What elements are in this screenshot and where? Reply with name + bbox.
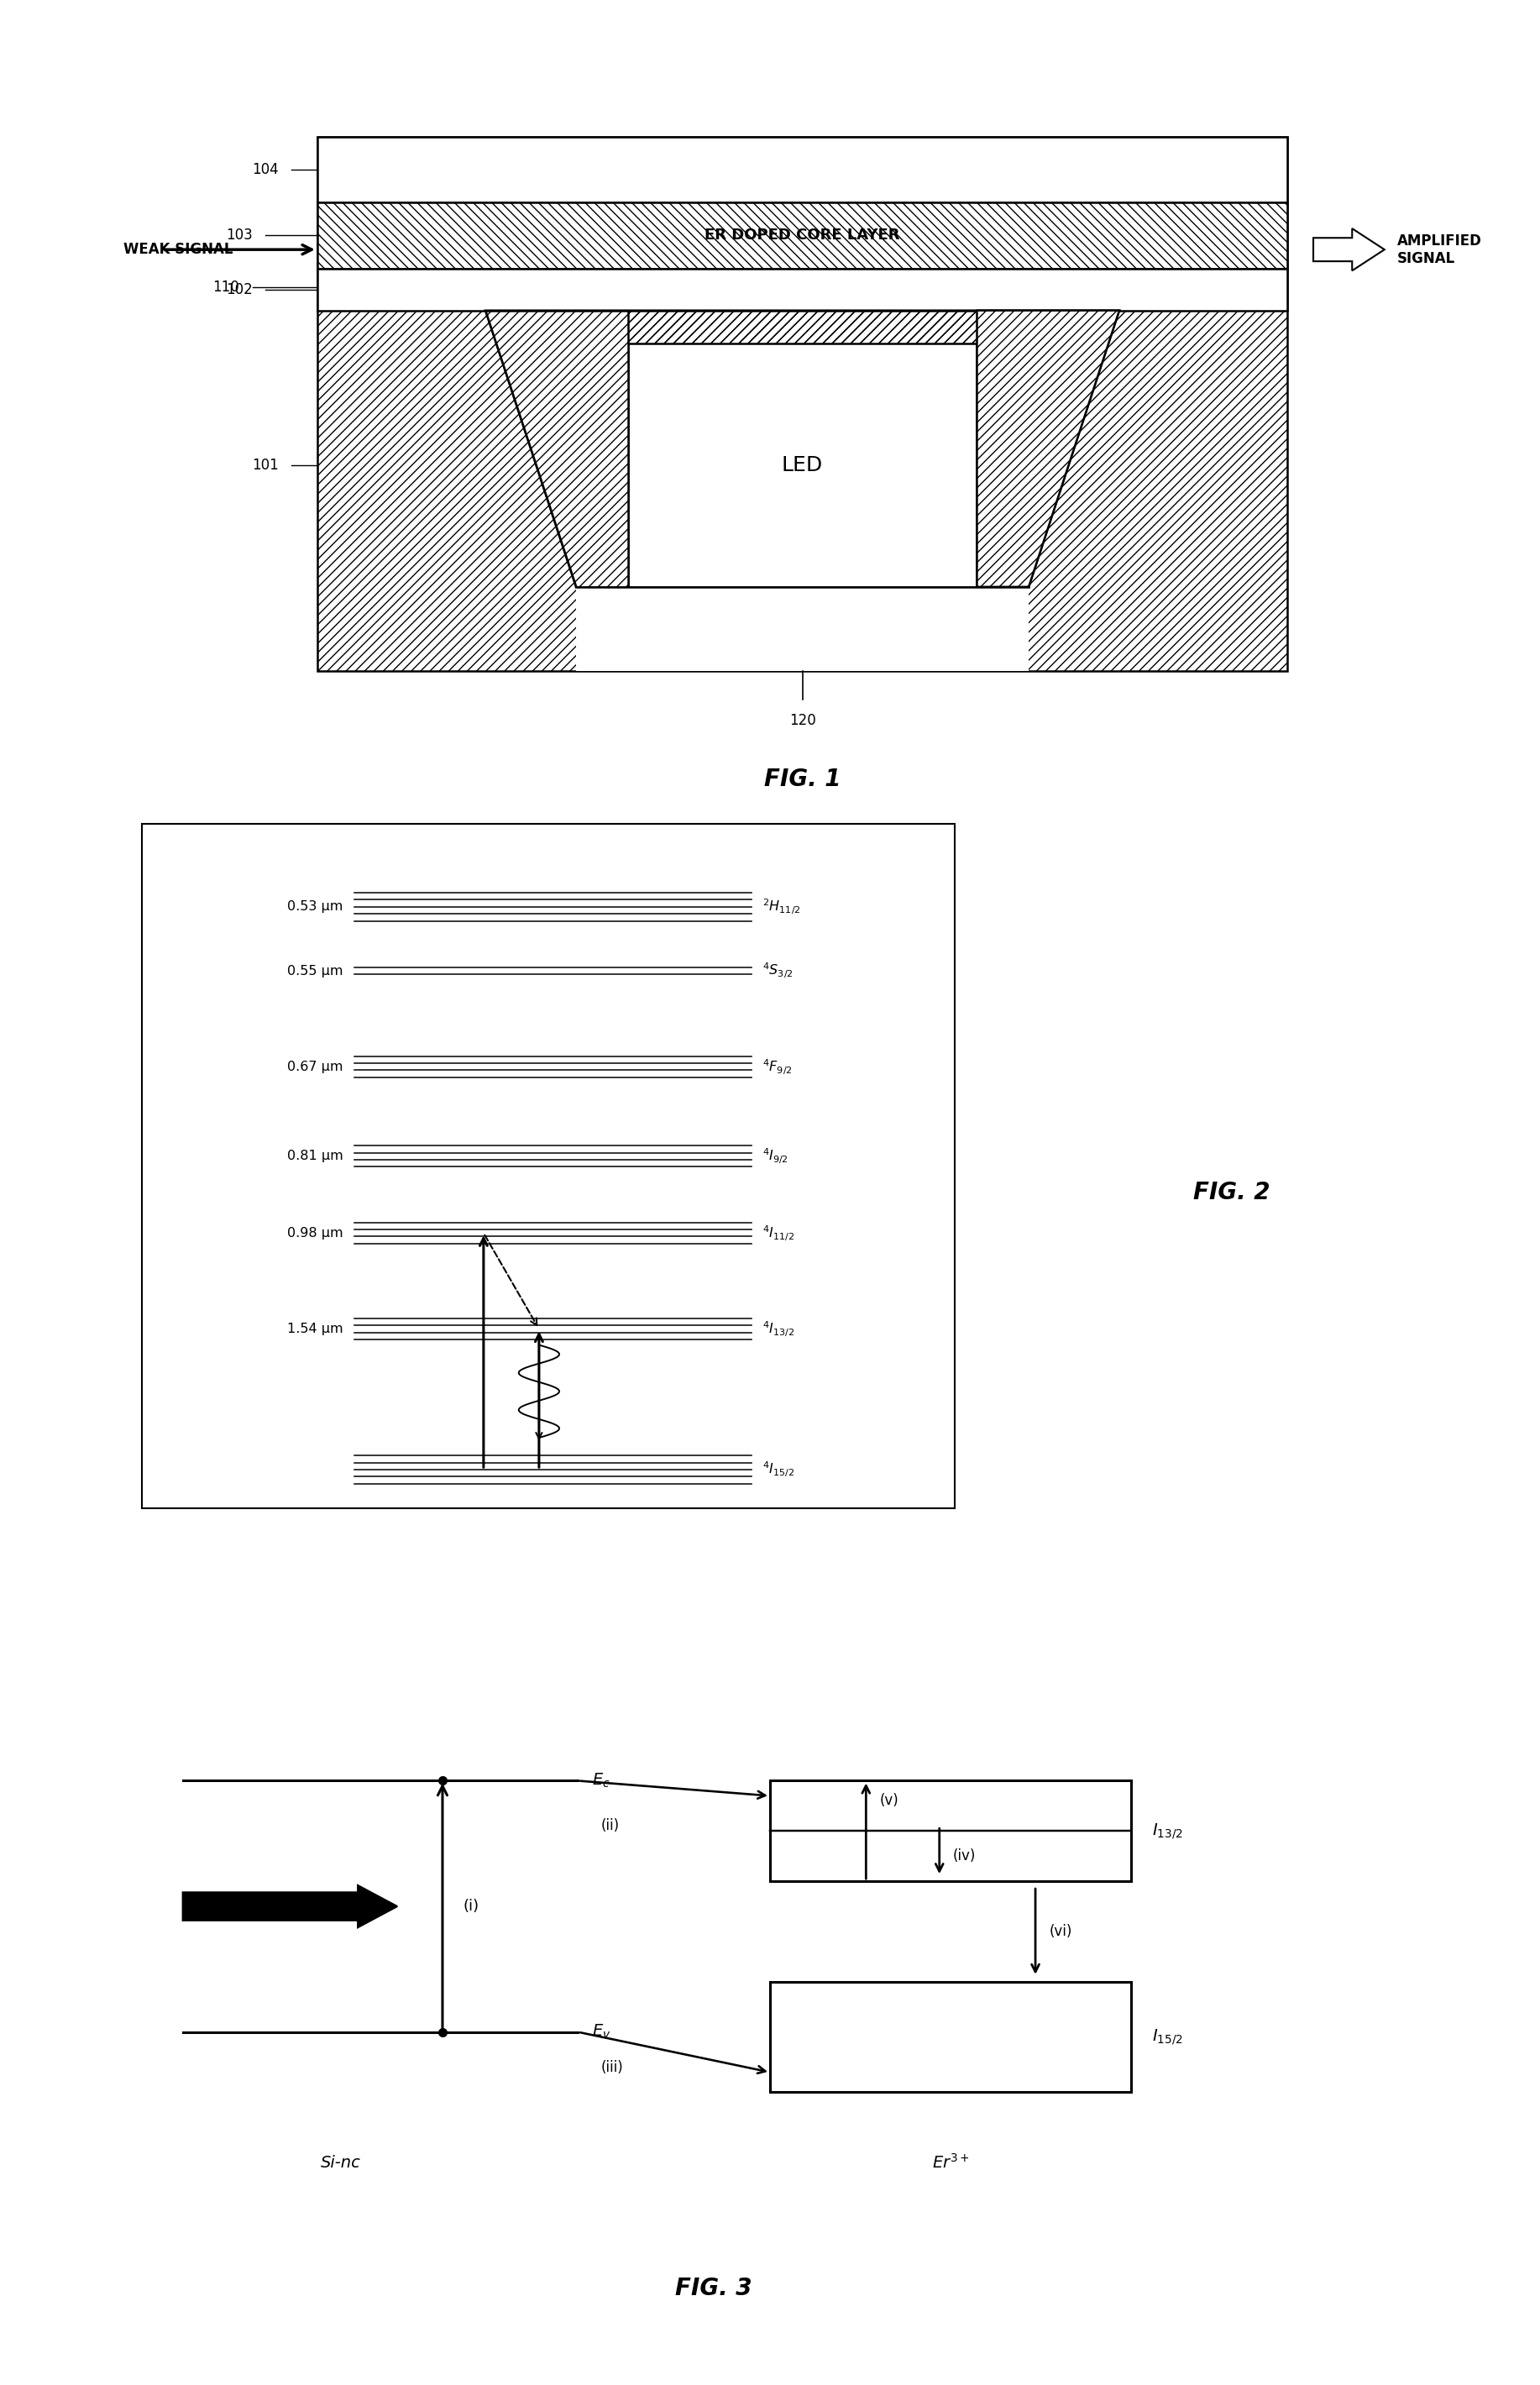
Bar [628,343,976,587]
Bar [317,203,1287,267]
Polygon shape [976,310,1120,587]
Bar [576,587,1029,670]
Text: $^4F_{9/2}$: $^4F_{9/2}$ [762,1057,792,1076]
Text: LED: LED [782,456,822,475]
Text: $^4I_{11/2}$: $^4I_{11/2}$ [762,1224,795,1243]
Text: 101: 101 [251,458,279,472]
Bar [317,136,1287,670]
Text: 1.54 μm: 1.54 μm [286,1324,343,1336]
Text: (iii): (iii) [601,2061,624,2075]
Bar [317,203,1287,267]
Polygon shape [485,310,628,587]
Text: (vi): (vi) [1049,1925,1072,1939]
Text: ER DOPED CORE LAYER: ER DOPED CORE LAYER [705,229,899,243]
Text: 104: 104 [253,162,279,176]
Text: FIG. 1: FIG. 1 [764,768,841,792]
Text: Si-nc: Si-nc [320,2154,360,2170]
Text: $^4I_{9/2}$: $^4I_{9/2}$ [762,1147,788,1166]
Text: (ii): (ii) [601,1817,619,1834]
Text: $E_v$: $E_v$ [591,2022,610,2042]
Text: FIG. 2: FIG. 2 [1194,1181,1270,1204]
Text: 0.55 μm: 0.55 μm [288,964,343,978]
Text: 103: 103 [226,229,253,243]
Text: FIG. 3: FIG. 3 [675,2278,752,2299]
Bar [317,136,1287,670]
Text: (iv): (iv) [953,1848,976,1863]
Bar [142,823,955,1507]
Text: $I_{13/2}$: $I_{13/2}$ [1152,1822,1183,1841]
Text: $Er^{3+}$: $Er^{3+}$ [932,2154,969,2173]
Bar [317,138,1287,203]
Bar [770,1982,1132,2092]
Text: $^2H_{11/2}$: $^2H_{11/2}$ [762,897,801,916]
Bar [317,267,1287,310]
Text: AMPLIFIED
SIGNAL: AMPLIFIED SIGNAL [1397,234,1481,265]
Text: 0.98 μm: 0.98 μm [286,1226,343,1240]
Text: (v): (v) [879,1794,899,1808]
Text: 0.67 μm: 0.67 μm [288,1061,343,1073]
Text: $E_c$: $E_c$ [591,1772,610,1789]
Text: $^4I_{15/2}$: $^4I_{15/2}$ [762,1460,795,1479]
Text: 110: 110 [213,279,240,296]
Text: (i): (i) [464,1898,479,1913]
FancyArrow shape [1314,229,1384,270]
Text: 120: 120 [788,713,816,727]
Text: 0.53 μm: 0.53 μm [288,902,343,913]
Text: 0.81 μm: 0.81 μm [286,1150,343,1161]
Text: WEAK SIGNAL: WEAK SIGNAL [123,241,233,258]
Bar [770,1782,1132,1882]
Text: $^4S_{3/2}$: $^4S_{3/2}$ [762,961,793,980]
Text: $I_{15/2}$: $I_{15/2}$ [1152,2027,1183,2046]
Text: 102: 102 [226,281,253,298]
FancyArrow shape [183,1884,397,1927]
Text: $^4I_{13/2}$: $^4I_{13/2}$ [762,1319,795,1338]
